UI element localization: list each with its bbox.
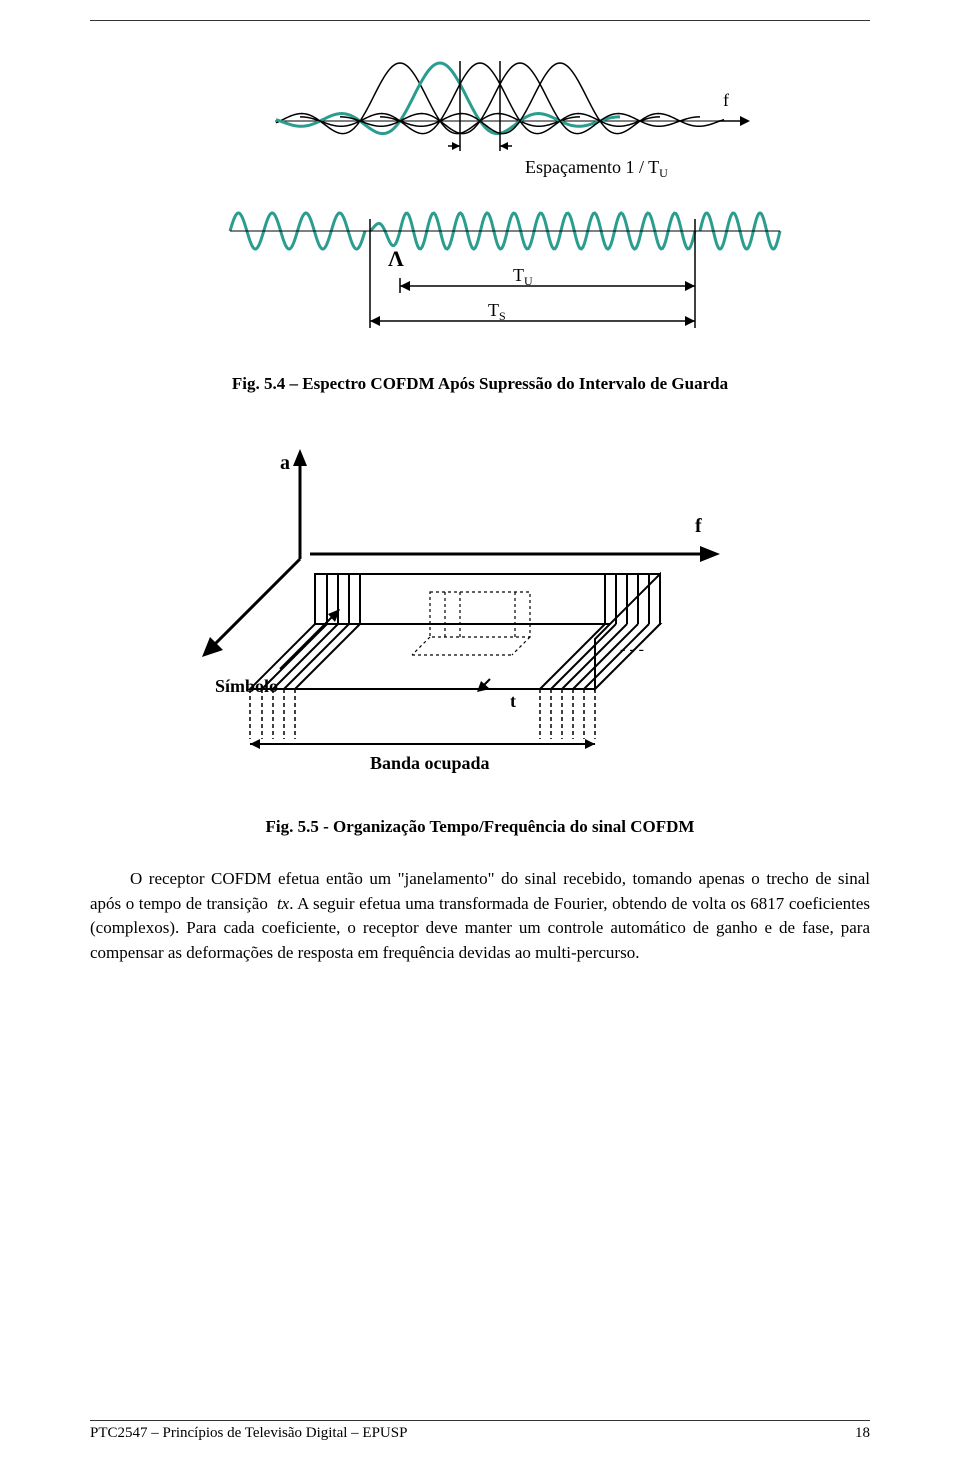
axis-f-upper: f (723, 90, 729, 110)
dash-legend: - - - (620, 641, 644, 658)
spectrum-diagram: f Espaçamento 1 / TU Λ TU (170, 31, 790, 361)
symbol-label: Símbolo (215, 676, 278, 696)
paragraph-body: O receptor COFDM efetua então um "janela… (90, 867, 870, 966)
band-label: Banda ocupada (370, 753, 490, 773)
footer: PTC2547 – Princípios de Televisão Digita… (90, 1420, 870, 1442)
footer-page: 18 (855, 1425, 870, 1442)
axis-t: t (510, 691, 516, 711)
tf-diagram: a f (160, 424, 800, 804)
spacing-label: Espaçamento 1 / TU (525, 157, 668, 180)
svg-text:Λ: Λ (388, 246, 404, 271)
caption-5-5: Fig. 5.5 - Organização Tempo/Frequência … (90, 817, 870, 837)
axis-f: f (695, 515, 702, 537)
ts-label: TS (488, 300, 506, 323)
footer-left: PTC2547 – Princípios de Televisão Digita… (90, 1425, 407, 1442)
figure-5-5: a f (90, 424, 870, 837)
top-rule (90, 20, 870, 21)
caption-5-4: Fig. 5.4 – Espectro COFDM Após Supressão… (90, 374, 870, 394)
tu-label: TU (513, 265, 533, 288)
axis-a: a (280, 452, 290, 474)
figure-5-4: f Espaçamento 1 / TU Λ TU (90, 31, 870, 394)
